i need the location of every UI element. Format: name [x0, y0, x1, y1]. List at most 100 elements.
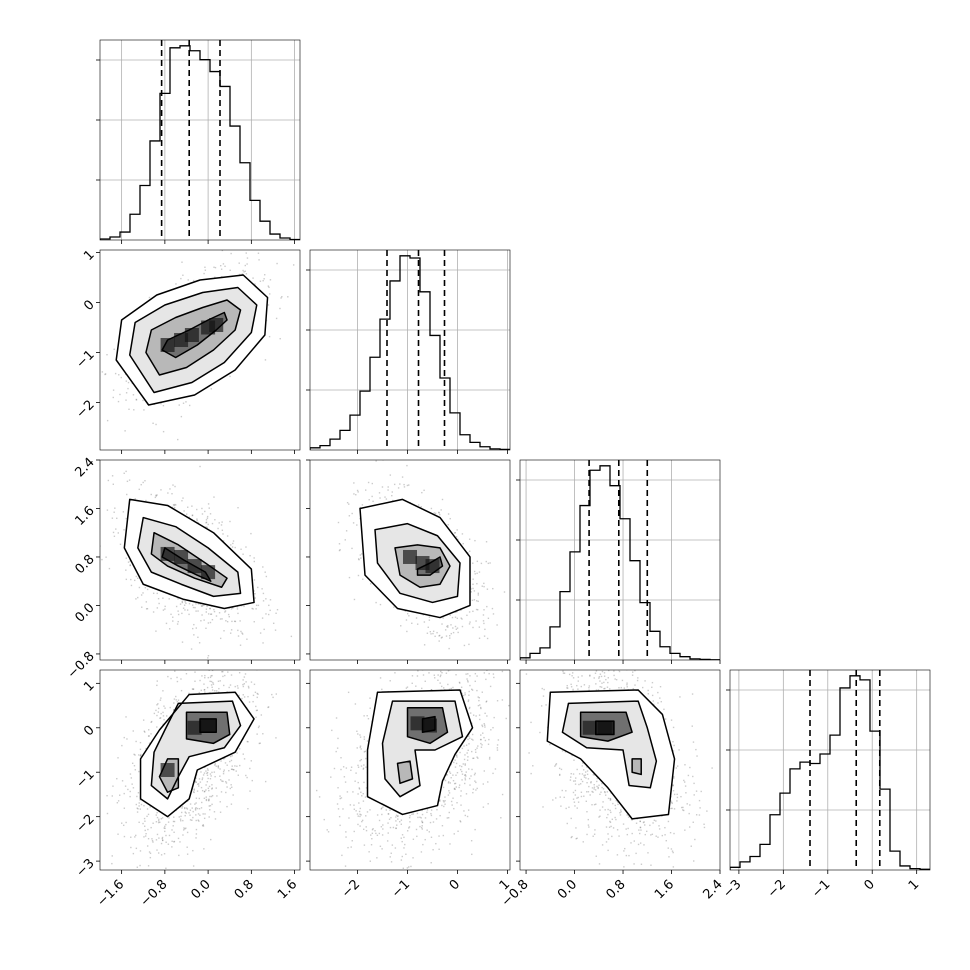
- scatter-point: [143, 817, 146, 820]
- scatter-point: [219, 779, 222, 781]
- scatter-point: [188, 666, 189, 667]
- scatter-point: [173, 820, 176, 823]
- scatter-point: [468, 623, 471, 625]
- scatter-point: [168, 834, 171, 837]
- scatter-point: [433, 512, 436, 514]
- scatter-point: [229, 632, 232, 634]
- scatter-point: [201, 614, 203, 616]
- scatter-point: [192, 627, 194, 630]
- scatter-point: [276, 608, 279, 611]
- scatter-point: [184, 601, 186, 603]
- scatter-point: [114, 507, 116, 509]
- scatter-point: [191, 505, 193, 507]
- scatter-point: [485, 541, 488, 543]
- density-cell-1: [174, 333, 189, 347]
- scatter-point: [438, 640, 440, 642]
- contour-line-0: [161, 311, 228, 359]
- scatter-point: [231, 546, 234, 548]
- scatter-point: [123, 835, 126, 838]
- scatter-point: [207, 655, 210, 657]
- scatter-point: [163, 853, 166, 855]
- scatter-point: [279, 337, 281, 340]
- scatter-point: [185, 602, 187, 605]
- scatter-point: [302, 658, 303, 659]
- scatter-point: [183, 604, 186, 606]
- scatter-point: [184, 828, 186, 830]
- scatter-point: [473, 590, 476, 592]
- scatter-point: [165, 622, 168, 625]
- scatter-point: [486, 588, 489, 590]
- scatter-point: [362, 578, 364, 580]
- scatter-point: [112, 389, 115, 391]
- scatter-point: [406, 612, 409, 615]
- scatter-point: [183, 510, 185, 512]
- scatter-point: [213, 496, 215, 498]
- scatter-point: [252, 700, 254, 703]
- scatter-point: [113, 535, 116, 537]
- scatter-point: [355, 494, 357, 496]
- scatter-point: [177, 613, 180, 616]
- scatter-point: [482, 614, 485, 616]
- scatter-point: [237, 629, 239, 632]
- scatter-point: [249, 790, 251, 792]
- scatter-point: [209, 676, 212, 679]
- scatter-point: [215, 615, 218, 617]
- scatter-point: [339, 549, 341, 551]
- scatter-point: [83, 454, 84, 455]
- scatter-point: [177, 699, 180, 701]
- contour-line-2: [374, 522, 461, 604]
- scatter-point: [172, 616, 174, 618]
- scatter-point: [245, 273, 248, 275]
- scatter-point: [475, 608, 478, 611]
- scatter-point: [276, 661, 277, 662]
- scatter-point: [78, 389, 79, 390]
- scatter-point: [477, 594, 479, 596]
- scatter-point: [162, 430, 165, 433]
- scatter-point: [244, 270, 246, 272]
- scatter-point: [242, 683, 244, 686]
- scatter-point: [180, 277, 182, 280]
- scatter-point: [217, 765, 219, 768]
- scatter-point: [194, 667, 195, 668]
- scatter-point: [230, 544, 232, 546]
- scatter-point: [198, 778, 201, 780]
- scatter-point: [127, 381, 130, 384]
- scatter-point: [229, 269, 231, 272]
- scatter-point: [104, 373, 107, 375]
- scatter-point: [118, 374, 120, 376]
- scatter-point: [406, 630, 408, 633]
- density-layer: [337, 460, 510, 660]
- scatter-point: [137, 596, 139, 599]
- scatter-point: [483, 585, 485, 588]
- scatter-point: [146, 588, 149, 591]
- scatter-point: [450, 632, 452, 635]
- scatter-point: [174, 503, 176, 506]
- scatter-point: [236, 606, 239, 608]
- scatter-point: [389, 474, 392, 476]
- panel-frame: [309, 249, 511, 451]
- scatter-point: [116, 802, 119, 804]
- scatter-point: [181, 601, 184, 604]
- scatter-point: [116, 777, 118, 780]
- scatter-point: [192, 816, 194, 819]
- scatter-point: [275, 317, 278, 320]
- scatter-point: [193, 623, 195, 626]
- scatter-point: [251, 779, 253, 782]
- scatter-point: [238, 262, 240, 264]
- scatter-point: [155, 494, 157, 497]
- scatter-point: [496, 624, 498, 626]
- scatter-point: [462, 542, 464, 545]
- scatter-point: [455, 628, 458, 630]
- scatter-point: [114, 372, 117, 375]
- scatter-point: [205, 798, 208, 801]
- scatter-point: [193, 279, 195, 282]
- scatter-point: [430, 507, 433, 510]
- scatter-point: [185, 807, 188, 809]
- scatter-point: [184, 807, 186, 810]
- scatter-point: [222, 770, 225, 773]
- scatter-point: [385, 498, 388, 500]
- scatter-point: [185, 812, 187, 814]
- scatter-point: [208, 507, 210, 509]
- scatter-point: [254, 283, 256, 285]
- scatter-point: [415, 617, 418, 619]
